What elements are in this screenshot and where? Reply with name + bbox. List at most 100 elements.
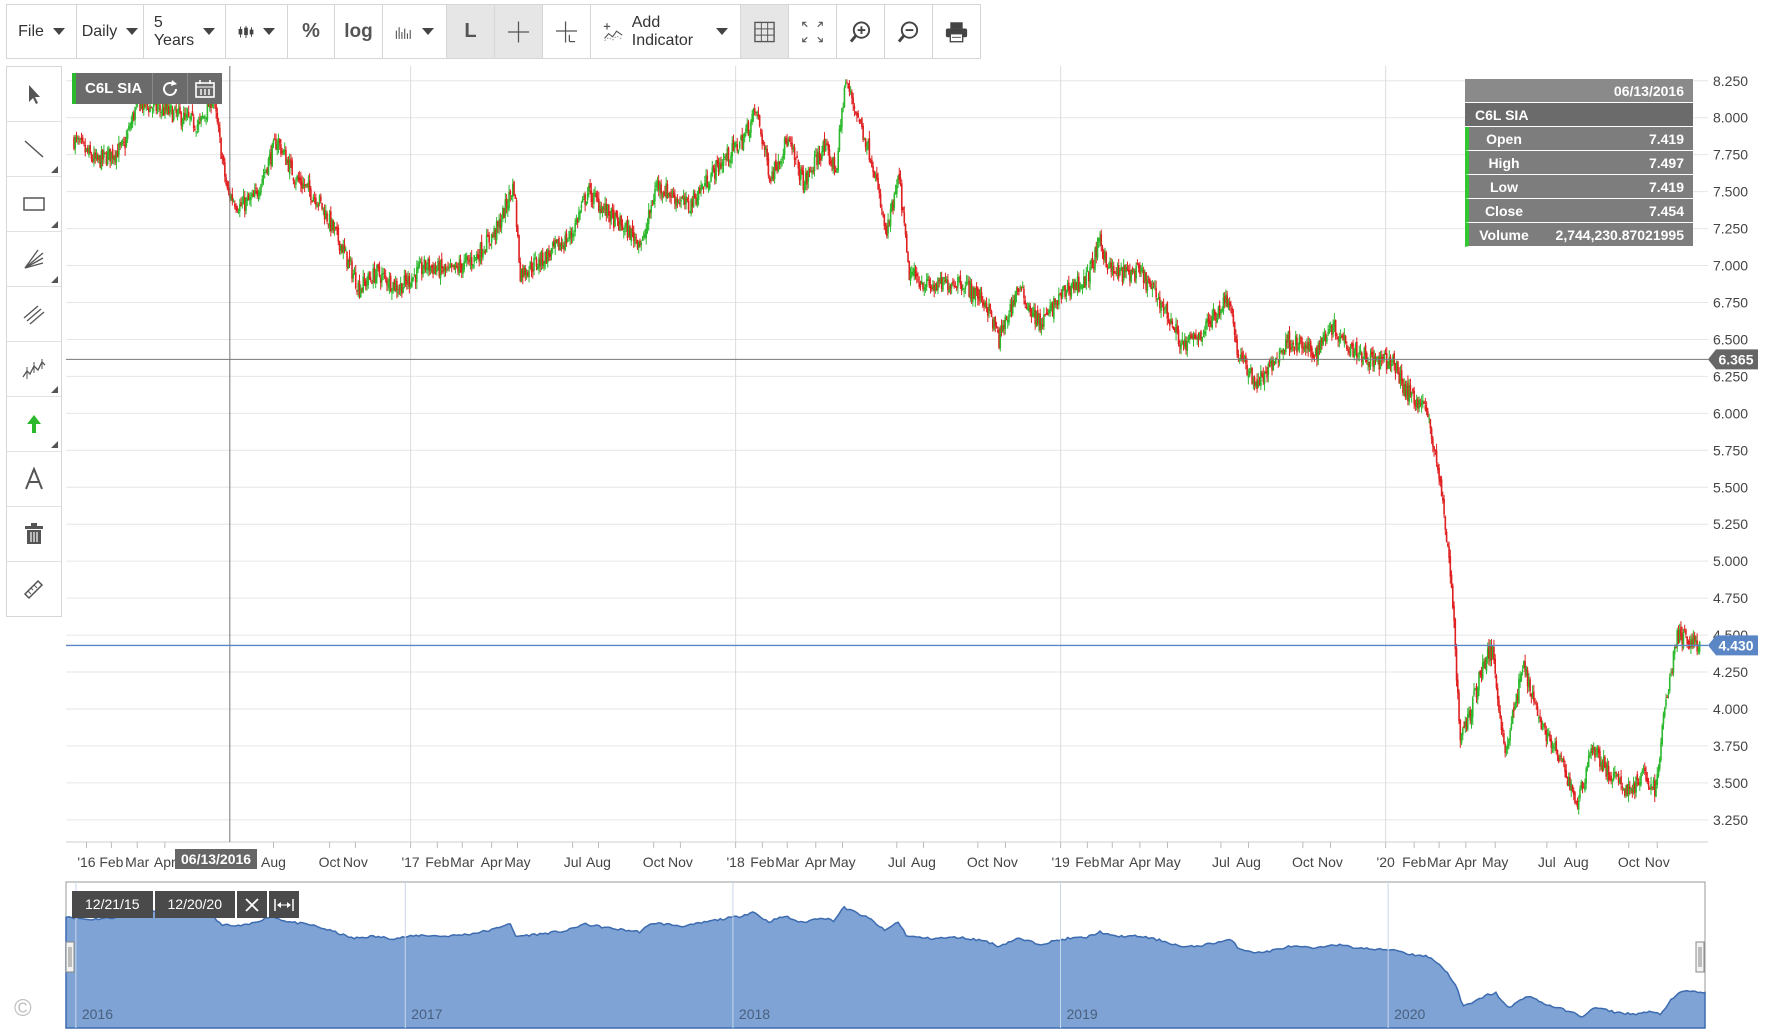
delete-drawings-tool[interactable] [7,507,61,562]
file-menu-button[interactable]: File [7,5,77,58]
candle-body [1064,285,1066,297]
zoom-out-button[interactable] [885,5,933,58]
candle-body [1373,356,1376,368]
candle-body [1615,772,1617,774]
y-tick-label: 6.250 [1713,368,1748,384]
grid-toggle-button[interactable] [741,5,789,58]
rectangle-tool[interactable] [7,177,61,232]
candle-body [661,194,664,197]
text-tool[interactable] [7,452,61,507]
candle-body [821,150,823,159]
candle-body [1523,660,1525,669]
candle-body [1349,344,1352,356]
candle-body [1112,265,1115,274]
candle-body [523,266,525,277]
percent-scale-button[interactable]: % [288,5,335,58]
plot-area[interactable] [66,66,1708,842]
candle-body [1014,293,1017,306]
chevron-down-icon [52,28,65,35]
close-icon[interactable] [237,891,267,918]
databox-value: 2,744,230.87021995 [1555,226,1684,243]
candle-body [1298,336,1301,348]
pointer-tool[interactable] [7,67,61,122]
navigator-area[interactable]: 2016 2017 2018 2019 2020 [65,881,1706,1029]
period-dropdown[interactable]: Daily [77,5,144,58]
zoom-in-button[interactable] [837,5,885,58]
candle-body [1338,337,1341,342]
percent-label: % [302,20,320,42]
candle-body [985,303,988,308]
volume-dropdown[interactable] [383,5,447,58]
candle-body [1296,337,1298,353]
candle-body [1685,629,1687,635]
candle-body [187,111,190,117]
candle-body [1109,261,1111,267]
candle-body [241,202,244,205]
fit-range-icon[interactable] [269,891,299,918]
candle-body [1670,674,1672,676]
candle-body [576,218,579,223]
candle-body [1152,283,1155,285]
log-scale-button[interactable]: log [335,5,383,58]
candle-body [1183,338,1186,347]
crosshair-values-button[interactable] [543,5,591,58]
candle-body [694,193,696,198]
trend-line-tool[interactable] [7,122,61,177]
y-tick-label: 3.750 [1713,738,1748,754]
candle-body [967,282,969,284]
parallel-lines-tool[interactable] [7,287,61,342]
expand-icon [802,21,823,42]
candle-body [733,142,736,148]
candle-body [610,208,613,221]
x-tick-label: Nov [668,854,693,870]
candle-body [1236,339,1238,355]
candle-body [1545,730,1548,742]
navigator-end-date[interactable]: 12/20/20 [154,891,235,918]
candle-body [536,265,539,269]
candle-body [519,261,522,282]
fan-tool[interactable] [7,232,61,287]
candle-body [1221,309,1223,311]
candle-body [201,116,204,118]
candle-body [1021,286,1024,288]
candle-body [958,276,960,279]
crosshair-button[interactable] [495,5,543,58]
candle-body [782,153,785,159]
candle-body [1506,743,1509,749]
candle-body [1106,268,1109,270]
candle-body [1569,777,1571,791]
grid-layer [66,80,1708,843]
candle-body [533,258,535,271]
candle-body [591,199,594,202]
edit-drawings-tool[interactable] [7,562,61,616]
candle-body [1001,324,1004,332]
refresh-icon[interactable] [152,73,187,104]
calendar-icon[interactable] [187,73,222,104]
range-dropdown[interactable]: 5 Years [144,5,226,58]
candle-body [1499,711,1501,719]
candle-body [1343,334,1346,344]
line-mode-button[interactable]: L [447,5,495,58]
navigator-start-date[interactable]: 12/21/15 [72,891,153,918]
print-button[interactable] [933,5,981,58]
chart-type-dropdown[interactable] [226,5,288,58]
candle-body [1092,266,1095,268]
candle-body [1287,332,1290,342]
candle-body [245,199,247,211]
fullscreen-button[interactable] [789,5,837,58]
arrow-marker-tool[interactable] [7,397,61,452]
databox-label: Close [1484,202,1524,219]
candle-body [1374,355,1377,360]
candle-body [849,91,852,93]
x-tick-label: Nov [993,854,1018,870]
add-indicator-button[interactable]: Add Indicator [591,5,741,58]
candle-body [151,108,154,111]
pattern-tool[interactable] [7,342,61,397]
candle-body [1540,718,1543,729]
candle-body [889,208,892,227]
candle-body [1597,748,1600,754]
candle-body [306,183,308,185]
candle-body [781,158,783,160]
